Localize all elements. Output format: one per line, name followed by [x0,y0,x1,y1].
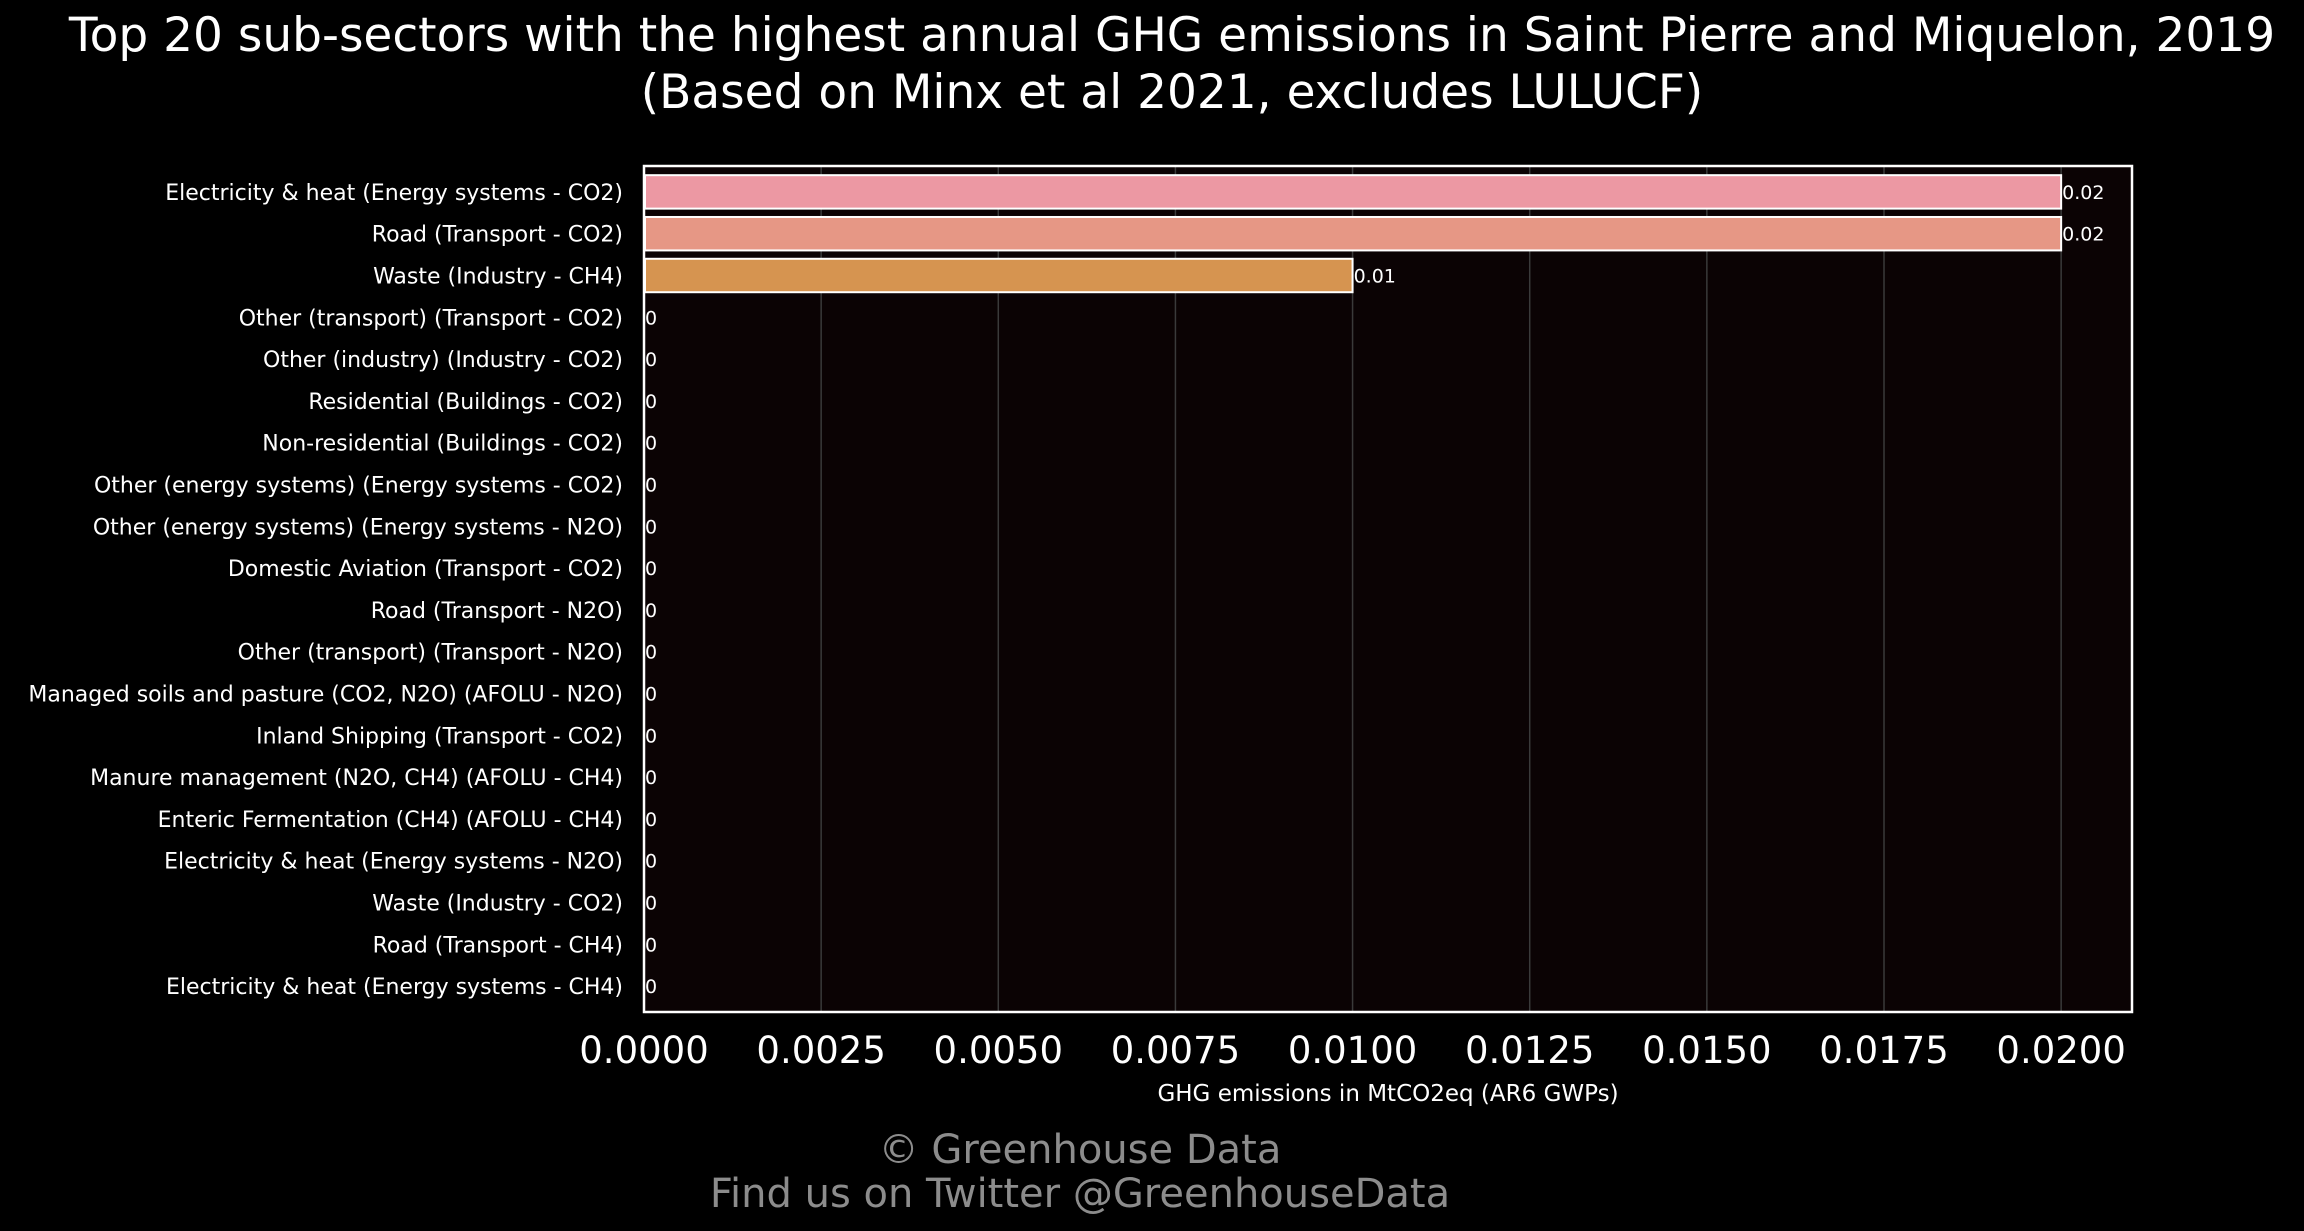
y-category-label: Road (Transport - CO2) [372,223,623,248]
x-axis-label: GHG emissions in MtCO2eq (AR6 GWPs) [1157,1081,1618,1107]
y-category-label: Electricity & heat (Energy systems - CO2… [165,181,623,206]
bar [644,174,2063,210]
y-category-label: Domestic Aviation (Transport - CO2) [228,557,623,582]
data-label: 0 [645,433,657,455]
data-label: 0.02 [2062,182,2104,204]
bar [644,257,1354,294]
y-category-label: Other (transport) (Transport - N2O) [238,641,623,666]
data-label: 0 [645,767,657,789]
bar [644,215,2063,252]
data-label: 0 [645,809,657,831]
data-label: 0 [645,391,657,413]
data-label: 0 [645,684,657,706]
footer-twitter: Find us on Twitter @GreenhouseData [709,1171,1451,1217]
y-category-label: Inland Shipping (Transport - CO2) [256,724,623,749]
y-category-label: Managed soils and pasture (CO2, N2O) (AF… [28,683,623,708]
chart-subtitle: (Based on Minx et al 2021, excludes LULU… [640,65,1704,120]
x-tick-label: 0.0175 [1819,1029,1948,1072]
y-category-label: Other (industry) (Industry - CO2) [263,348,623,373]
y-category-label: Enteric Fermentation (CH4) (AFOLU - CH4) [158,808,623,833]
y-category-label: Waste (Industry - CO2) [372,892,623,917]
data-label: 0 [645,934,657,956]
y-category-label: Electricity & heat (Energy systems - N2O… [164,850,623,875]
x-tick-label: 0.0150 [1642,1029,1771,1072]
data-label: 0.01 [1354,266,1396,288]
footer-copyright: © Greenhouse Data [878,1127,1282,1173]
y-category-label: Other (transport) (Transport - CO2) [239,306,623,331]
y-category-label: Manure management (N2O, CH4) (AFOLU - CH… [90,766,623,791]
y-category-label: Other (energy systems) (Energy systems -… [94,474,623,499]
data-labels: 0.02 0.02 0.01 0 0 0 0 0 0 0 0 0 0 0 0 0 0 0 0 0 [645,182,2104,998]
y-category-label: Other (energy systems) (Energy systems -… [93,515,623,540]
x-tick-label: 0.0100 [1288,1029,1417,1072]
x-tick-label: 0.0125 [1465,1029,1594,1072]
data-label: 0 [645,516,657,538]
x-tick-label: 0.0075 [1111,1029,1240,1072]
data-label: 0 [645,558,657,580]
x-tick-label: 0.0000 [579,1029,708,1072]
data-label: 0 [645,893,657,915]
y-category-label: Road (Transport - CH4) [373,933,623,958]
x-axis-tick-labels: 0.0000 0.0025 0.0050 0.0075 0.0100 0.0125 0.01… [579,1029,2126,1072]
data-label: 0 [645,976,657,998]
bars [644,174,2063,294]
plot-frame [642,164,2134,1014]
x-tick-label: 0.0200 [1996,1029,2125,1072]
y-category-label: Waste (Industry - CH4) [373,265,623,290]
y-axis-category-labels: Electricity & heat (Energy systems - CO2… [28,181,623,1000]
data-label: 0 [645,851,657,873]
chart-title: Top 20 sub-sectors with the highest annu… [68,8,2276,63]
data-label: 0 [645,307,657,329]
data-label: 0 [645,600,657,622]
y-category-label: Electricity & heat (Energy systems - CH4… [166,975,623,1000]
x-tick-label: 0.0050 [934,1029,1063,1072]
data-label: 0 [645,642,657,664]
data-label: 0 [645,725,657,747]
data-label: 0 [645,475,657,497]
y-category-label: Road (Transport - N2O) [371,599,623,624]
data-label: 0.02 [2062,224,2104,246]
y-category-label: Non-residential (Buildings - CO2) [262,432,623,457]
y-category-label: Residential (Buildings - CO2) [308,390,623,415]
x-tick-label: 0.0025 [756,1029,885,1072]
data-label: 0 [645,349,657,371]
